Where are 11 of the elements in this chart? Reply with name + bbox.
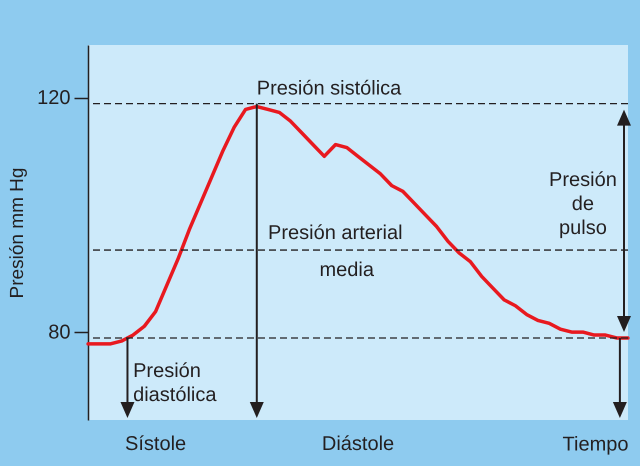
text: Sístole (125, 433, 186, 455)
annotation: Presión de pulso (549, 168, 617, 239)
ref-line-label: Presión sistólica (256, 78, 402, 100)
text: Diástole (322, 433, 394, 455)
y-tick-label: 80 (48, 322, 70, 344)
line-series (86, 104, 630, 346)
y-axis-title: Presión mm Hg (7, 168, 28, 298)
x-axis-title: Tiempo (562, 434, 628, 456)
y-tick-label: 120 (37, 87, 70, 110)
ref-line-label: Presión diastólica (133, 360, 218, 406)
ref-line-label: Presión arterial media (268, 222, 403, 282)
